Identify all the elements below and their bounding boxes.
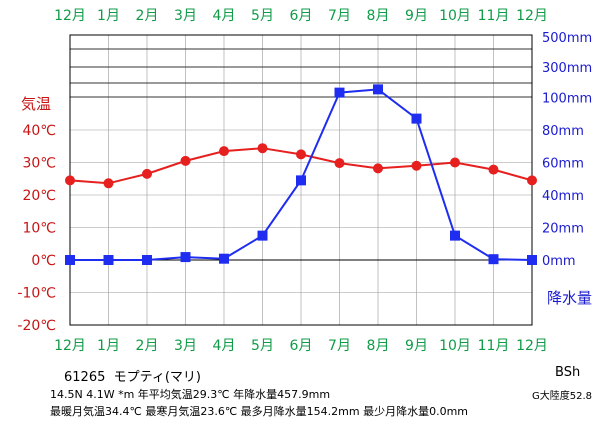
temperature-point bbox=[296, 149, 306, 160]
temperature-point bbox=[488, 164, 499, 175]
climate-code: BSh bbox=[555, 365, 581, 380]
precipitation-point bbox=[373, 84, 383, 95]
station-line: 61265 モプティ(マリ) bbox=[64, 366, 201, 385]
precip-tick-label: 40mm bbox=[542, 189, 584, 204]
temp-tick-label: 30℃ bbox=[22, 156, 56, 172]
precipitation-point bbox=[296, 175, 306, 186]
temperature-point bbox=[142, 168, 152, 179]
station-details-2: 最暖月気温34.4℃ 最寒月気温23.6℃ 最多月降水量154.2mm 最少月降… bbox=[50, 405, 469, 418]
precip-tick-label: 100mm bbox=[542, 92, 592, 107]
month-label-top: 4月 bbox=[213, 8, 236, 24]
month-label-top: 5月 bbox=[251, 8, 274, 24]
month-label-bottom: 1月 bbox=[97, 338, 120, 354]
month-label-bottom: 3月 bbox=[174, 338, 197, 354]
temp-tick-label: -10℃ bbox=[17, 286, 56, 302]
precip-axis-title: 降水量 bbox=[547, 289, 592, 307]
month-label-bottom: 10月 bbox=[439, 338, 471, 354]
temperature-point bbox=[180, 155, 191, 166]
precipitation-point bbox=[103, 255, 114, 265]
chart-grid bbox=[70, 35, 532, 326]
temperature-point bbox=[373, 163, 383, 174]
month-label-bottom: 2月 bbox=[136, 338, 159, 354]
temperature-point bbox=[257, 143, 268, 154]
chart-axes: 12月 1月 2月 3月 4月 5月 6月 7月 8月 9月 10月 11月 12月 12月 1月 2月 3月 4… bbox=[17, 8, 592, 354]
temperature-point bbox=[411, 160, 422, 171]
month-label-top: 12月 bbox=[54, 8, 86, 24]
temperature-point bbox=[219, 146, 229, 157]
month-label-top: 2月 bbox=[136, 8, 159, 24]
month-label-bottom: 6月 bbox=[290, 338, 313, 354]
month-label-top: 9月 bbox=[405, 8, 428, 24]
station-details-1: 14.5N 4.1W *m 年平均気温29.3℃ 年降水量457.9mm bbox=[50, 388, 331, 401]
month-label-top: 3月 bbox=[174, 8, 197, 24]
precipitation-point bbox=[334, 87, 345, 98]
month-label-bottom: 5月 bbox=[251, 338, 274, 354]
temperature-point bbox=[334, 158, 345, 169]
month-label-bottom: 12月 bbox=[516, 338, 548, 354]
temp-tick-label: 10℃ bbox=[22, 221, 56, 237]
precip-upper-tick-label: 300mm bbox=[542, 61, 592, 76]
continentality-index: G大陸度52.8 bbox=[532, 391, 593, 402]
temperature-point bbox=[450, 157, 460, 168]
station-id: 61265 bbox=[64, 370, 106, 385]
temperature-point bbox=[527, 175, 537, 186]
precip-tick-label: 60mm bbox=[542, 157, 584, 172]
precipitation-point bbox=[488, 254, 499, 265]
precipitation-point bbox=[257, 230, 268, 241]
month-label-bottom: 8月 bbox=[367, 338, 390, 354]
temp-tick-label: 0℃ bbox=[31, 253, 56, 269]
month-label-top: 6月 bbox=[290, 8, 313, 24]
temp-axis-title: 気温 bbox=[21, 95, 51, 113]
precipitation-point bbox=[450, 230, 460, 241]
precipitation-point bbox=[65, 255, 75, 265]
month-label-top: 7月 bbox=[328, 8, 351, 24]
temp-tick-label: 20℃ bbox=[22, 188, 56, 204]
month-label-bottom: 12月 bbox=[54, 338, 86, 354]
precipitation-point bbox=[142, 255, 152, 265]
temp-tick-label: -20℃ bbox=[17, 318, 56, 334]
precipitation-point bbox=[219, 253, 229, 264]
month-label-top: 12月 bbox=[516, 8, 548, 24]
precipitation-point bbox=[527, 255, 537, 265]
precip-tick-label: 0mm bbox=[542, 254, 576, 269]
precipitation-point bbox=[180, 252, 191, 263]
station-name: モプティ(マリ) bbox=[113, 370, 201, 385]
month-label-top: 1月 bbox=[97, 8, 120, 24]
month-label-bottom: 7月 bbox=[328, 338, 351, 354]
month-label-bottom: 9月 bbox=[405, 338, 428, 354]
month-label-top: 11月 bbox=[478, 8, 510, 24]
chart-series bbox=[65, 84, 537, 265]
precipitation-point bbox=[411, 113, 422, 124]
month-label-top: 8月 bbox=[367, 8, 390, 24]
precip-tick-label: 80mm bbox=[542, 124, 584, 139]
temperature-point bbox=[65, 175, 75, 186]
temp-tick-label: 40℃ bbox=[22, 123, 56, 139]
month-label-bottom: 4月 bbox=[213, 338, 236, 354]
month-label-top: 10月 bbox=[439, 8, 471, 24]
precip-upper-tick-label: 500mm bbox=[542, 31, 592, 46]
temperature-point bbox=[103, 178, 114, 189]
month-label-bottom: 11月 bbox=[478, 338, 510, 354]
precip-tick-label: 20mm bbox=[542, 222, 584, 237]
